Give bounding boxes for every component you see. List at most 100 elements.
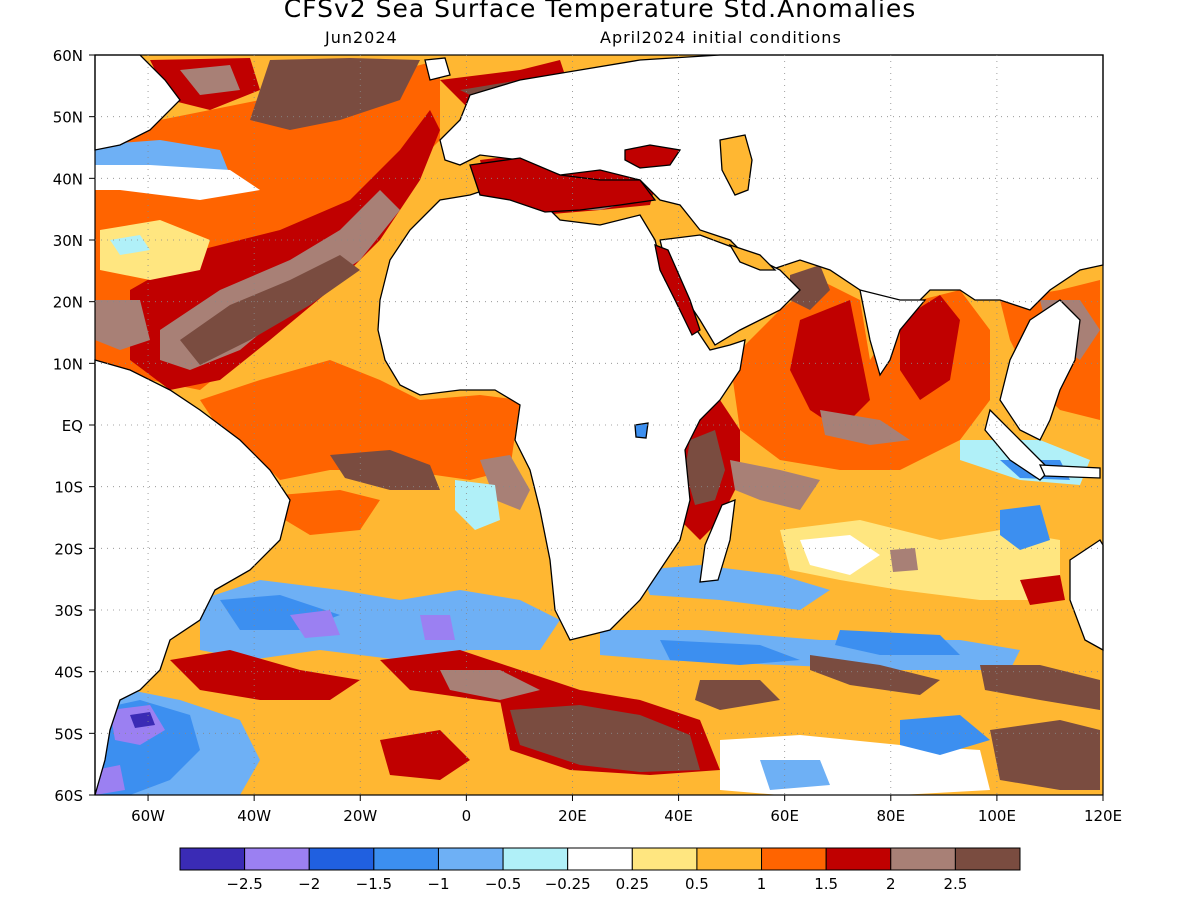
colorbar-swatch — [308, 847, 375, 871]
persian-gulf — [728, 243, 777, 271]
colorbar-label: −1 — [427, 875, 449, 893]
anomaly-region — [130, 712, 155, 728]
colorbar-label: 0.25 — [616, 875, 649, 893]
south-america-landmass — [94, 359, 291, 796]
anomaly-region — [95, 165, 260, 200]
anomaly-region — [800, 535, 880, 575]
madagascar-landmass — [699, 499, 736, 583]
colorbar-swatch — [825, 847, 892, 871]
anomaly-region — [100, 220, 210, 280]
anomaly-region — [290, 610, 340, 638]
colorbar-swatch — [437, 847, 504, 871]
lat-tick-label: 20S — [54, 540, 83, 558]
anomaly-region — [330, 450, 440, 490]
colorbar-swatch — [696, 847, 763, 871]
anomaly-region — [660, 640, 800, 665]
anomaly-region — [250, 58, 420, 130]
colorbar-label: 2 — [886, 875, 896, 893]
anomaly-region — [900, 295, 960, 400]
colorbar-swatch — [567, 847, 633, 871]
anomaly-region — [760, 760, 830, 790]
anomaly-region — [480, 455, 530, 510]
colorbar-swatch — [502, 847, 569, 871]
colorbar-label: 1.5 — [814, 875, 838, 893]
colorbar-swatch — [761, 847, 827, 871]
anomaly-region — [695, 680, 780, 710]
colorbar-label: 1 — [757, 875, 767, 893]
anomaly-region — [95, 765, 125, 795]
lon-tick-label: 20E — [558, 807, 587, 825]
red-sea — [654, 243, 701, 336]
lon-tick-label: 0 — [462, 807, 472, 825]
lon-tick-label: 20W — [343, 807, 377, 825]
lon-tick-label: 120E — [1084, 807, 1122, 825]
java-landmass — [1038, 464, 1101, 479]
map-ticks: 60W 40W 20W 0 20E 40E 60E 80E 100E 120E 60N 50N 40N 3… — [53, 47, 1122, 825]
colorbar-swatch — [631, 847, 698, 871]
lat-tick-label: 40N — [53, 170, 83, 188]
lat-tick-label: 30S — [54, 602, 83, 620]
lon-tick-label: 40W — [237, 807, 271, 825]
colorbar-label: 0.5 — [685, 875, 709, 893]
mediterranean-sea — [469, 157, 657, 213]
lat-tick-label: 60S — [54, 787, 83, 805]
lon-tick-label: 60W — [131, 807, 165, 825]
lon-tick-label: 100E — [978, 807, 1016, 825]
anomaly-region — [440, 670, 540, 700]
colorbar-swatch — [890, 847, 956, 871]
map-title: CFSv2 Sea Surface Temperature Std.Anomal… — [283, 0, 917, 23]
lat-tick-label: 10N — [53, 355, 83, 373]
anomaly-region — [200, 360, 520, 480]
colorbar-label: −2.5 — [226, 875, 262, 893]
anomaly-region — [990, 720, 1100, 790]
colorbar-label: −2 — [298, 875, 320, 893]
colorbar-label: −1.5 — [356, 875, 392, 893]
north-america-landmass — [94, 54, 181, 151]
lat-tick-label: EQ — [62, 417, 83, 435]
anomaly-region — [640, 565, 830, 610]
lat-tick-label: 40S — [54, 664, 83, 682]
anomaly-region — [890, 548, 918, 572]
colorbar-label: −0.25 — [545, 875, 591, 893]
lon-tick-label: 60E — [770, 807, 799, 825]
lat-tick-label: 10S — [54, 479, 83, 497]
anomaly-region — [1020, 575, 1065, 605]
anomaly-region — [790, 265, 830, 310]
colorbar: −2.5 −2 −1.5 −1 −0.5 −0.25 0.25 0.5 1 1.5 2 2.5 — [179, 847, 1021, 893]
anomaly-region — [180, 65, 240, 95]
southeast-asia-landmass — [999, 299, 1081, 441]
anomaly-region — [280, 490, 380, 535]
colorbar-swatch — [373, 847, 439, 871]
anomaly-region — [820, 410, 910, 445]
anomaly-region — [1000, 505, 1050, 550]
lat-tick-label: 30N — [53, 232, 83, 250]
lake-victoria — [634, 422, 649, 439]
iceland-landmass — [424, 57, 451, 81]
anomaly-region — [900, 715, 990, 755]
anomaly-region — [835, 630, 960, 655]
land — [94, 54, 1104, 796]
lon-tick-label: 40E — [664, 807, 693, 825]
lat-tick-label: 60N — [53, 47, 83, 65]
sumatra-landmass — [984, 408, 1051, 481]
anomaly-region — [170, 650, 360, 700]
caspian-sea — [719, 134, 753, 196]
lon-tick-label: 80E — [877, 807, 906, 825]
anomaly-region — [790, 300, 870, 430]
anomaly-region — [980, 665, 1100, 710]
black-sea — [624, 144, 682, 169]
anomaly-region — [380, 730, 470, 780]
india-landmass — [859, 289, 927, 377]
forecast-month: Jun2024 — [325, 28, 398, 47]
map-grid — [95, 55, 1103, 795]
colorbar-swatch — [244, 847, 310, 871]
colorbar-swatch — [179, 847, 246, 871]
colorbar-swatch — [954, 847, 1021, 871]
anomaly-region — [730, 460, 820, 510]
initial-conditions: April2024 initial conditions — [600, 28, 842, 47]
anomaly-region — [95, 300, 150, 350]
lat-tick-label: 50N — [53, 109, 83, 127]
lat-tick-label: 20N — [53, 294, 83, 312]
colorbar-label: 2.5 — [943, 875, 967, 893]
